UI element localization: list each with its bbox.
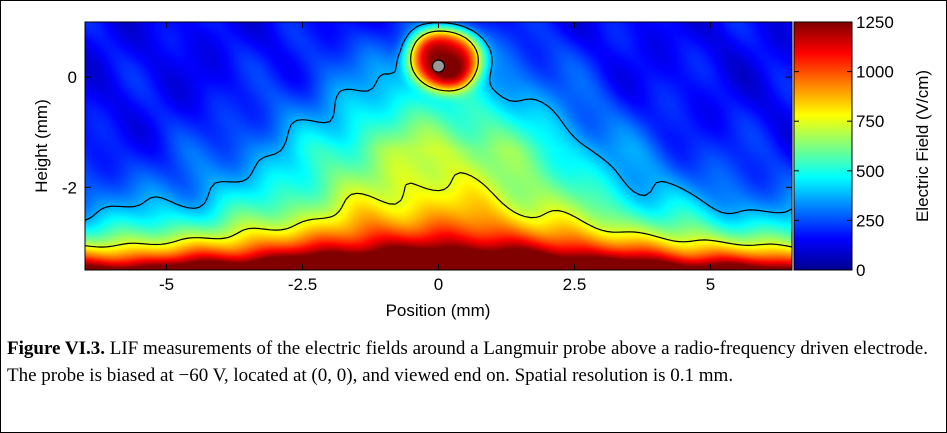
colorbar-tick-label: 0 xyxy=(856,261,865,280)
y-tick-label: 0 xyxy=(68,68,77,87)
contour-line-0 xyxy=(84,22,793,221)
contour-line-1 xyxy=(84,30,793,248)
colorbar-tick-label: 750 xyxy=(856,112,884,131)
y-tick-label: -2 xyxy=(62,178,77,197)
x-tick-label: 5 xyxy=(706,275,715,294)
x-tick-label: -5 xyxy=(159,275,174,294)
x-tick-label: -2.5 xyxy=(288,275,317,294)
colorbar-tick-label: 1250 xyxy=(856,13,894,32)
caption-lead: Figure VI.3. xyxy=(7,338,105,359)
y-axis: 0 -2 xyxy=(62,68,792,197)
colorbar xyxy=(793,21,853,271)
probe-marker xyxy=(431,59,446,73)
caption-text: LIF measurements of the electric fields … xyxy=(7,338,928,386)
colorbar-tick-label: 1000 xyxy=(856,63,894,82)
colorbar-tick-label: 500 xyxy=(856,162,884,181)
x-axis: -5 -2.5 0 2.5 5 xyxy=(159,22,715,294)
figure-caption: Figure VI.3. LIF measurements of the ele… xyxy=(7,335,937,389)
x-tick-label: 0 xyxy=(434,275,443,294)
x-axis-title: Position (mm) xyxy=(386,301,491,320)
colorbar-axis: 0 250 500 750 1000 1250 xyxy=(794,13,894,280)
colorbar-title: Electric Field (V/cm) xyxy=(913,70,932,222)
colorbar-tick-label: 250 xyxy=(856,211,884,230)
contour-lines xyxy=(84,22,793,248)
heatmap xyxy=(85,22,792,270)
y-axis-title: Height (mm) xyxy=(32,99,51,193)
x-tick-label: 2.5 xyxy=(563,275,587,294)
chart: -5 -2.5 0 2.5 5 0 -2 Position (mm) Height (mm… xyxy=(32,13,932,320)
